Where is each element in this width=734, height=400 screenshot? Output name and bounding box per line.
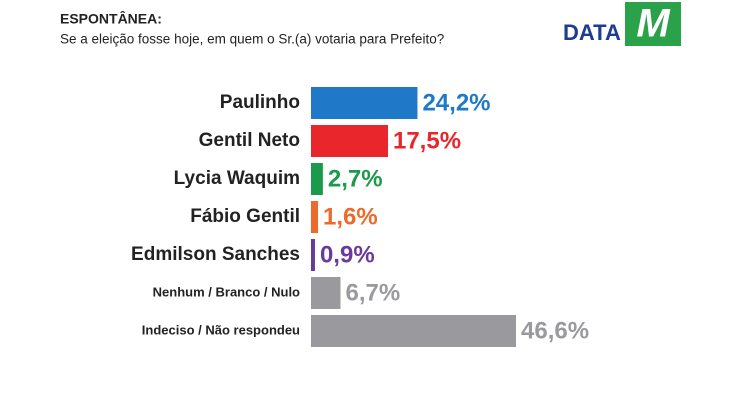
category-label: Lycia Waquim (174, 168, 300, 189)
category-label: Nenhum / Branco / Nulo (153, 284, 300, 299)
bar (311, 125, 388, 157)
category-label: Gentil Neto (199, 130, 300, 151)
bar (311, 163, 323, 195)
chart-title: ESPONTÂNEA: (60, 10, 162, 27)
value-label: 24,2% (422, 89, 490, 116)
bar (311, 201, 319, 233)
bar (311, 277, 341, 309)
category-label: Indeciso / Não respondeu (142, 322, 300, 337)
value-label: 6,7% (345, 279, 400, 306)
bar (311, 315, 516, 347)
logo-box (625, 2, 681, 46)
logo: M DATA (563, 2, 681, 46)
value-label: 17,5% (393, 127, 461, 154)
bar (311, 239, 315, 271)
value-label: 1,6% (323, 203, 378, 230)
chart-subtitle: Se a eleição fosse hoje, em quem o Sr.(a… (60, 32, 444, 47)
value-label: 46,6% (521, 317, 589, 344)
logo-mark: M (636, 2, 671, 46)
category-label: Fábio Gentil (190, 206, 300, 227)
value-label: 2,7% (328, 165, 383, 192)
logo-text: DATA (563, 20, 621, 45)
bar (311, 87, 418, 119)
value-label: 0,9% (320, 241, 375, 268)
category-label: Edmilson Sanches (131, 244, 300, 265)
category-label: Paulinho (220, 92, 300, 113)
